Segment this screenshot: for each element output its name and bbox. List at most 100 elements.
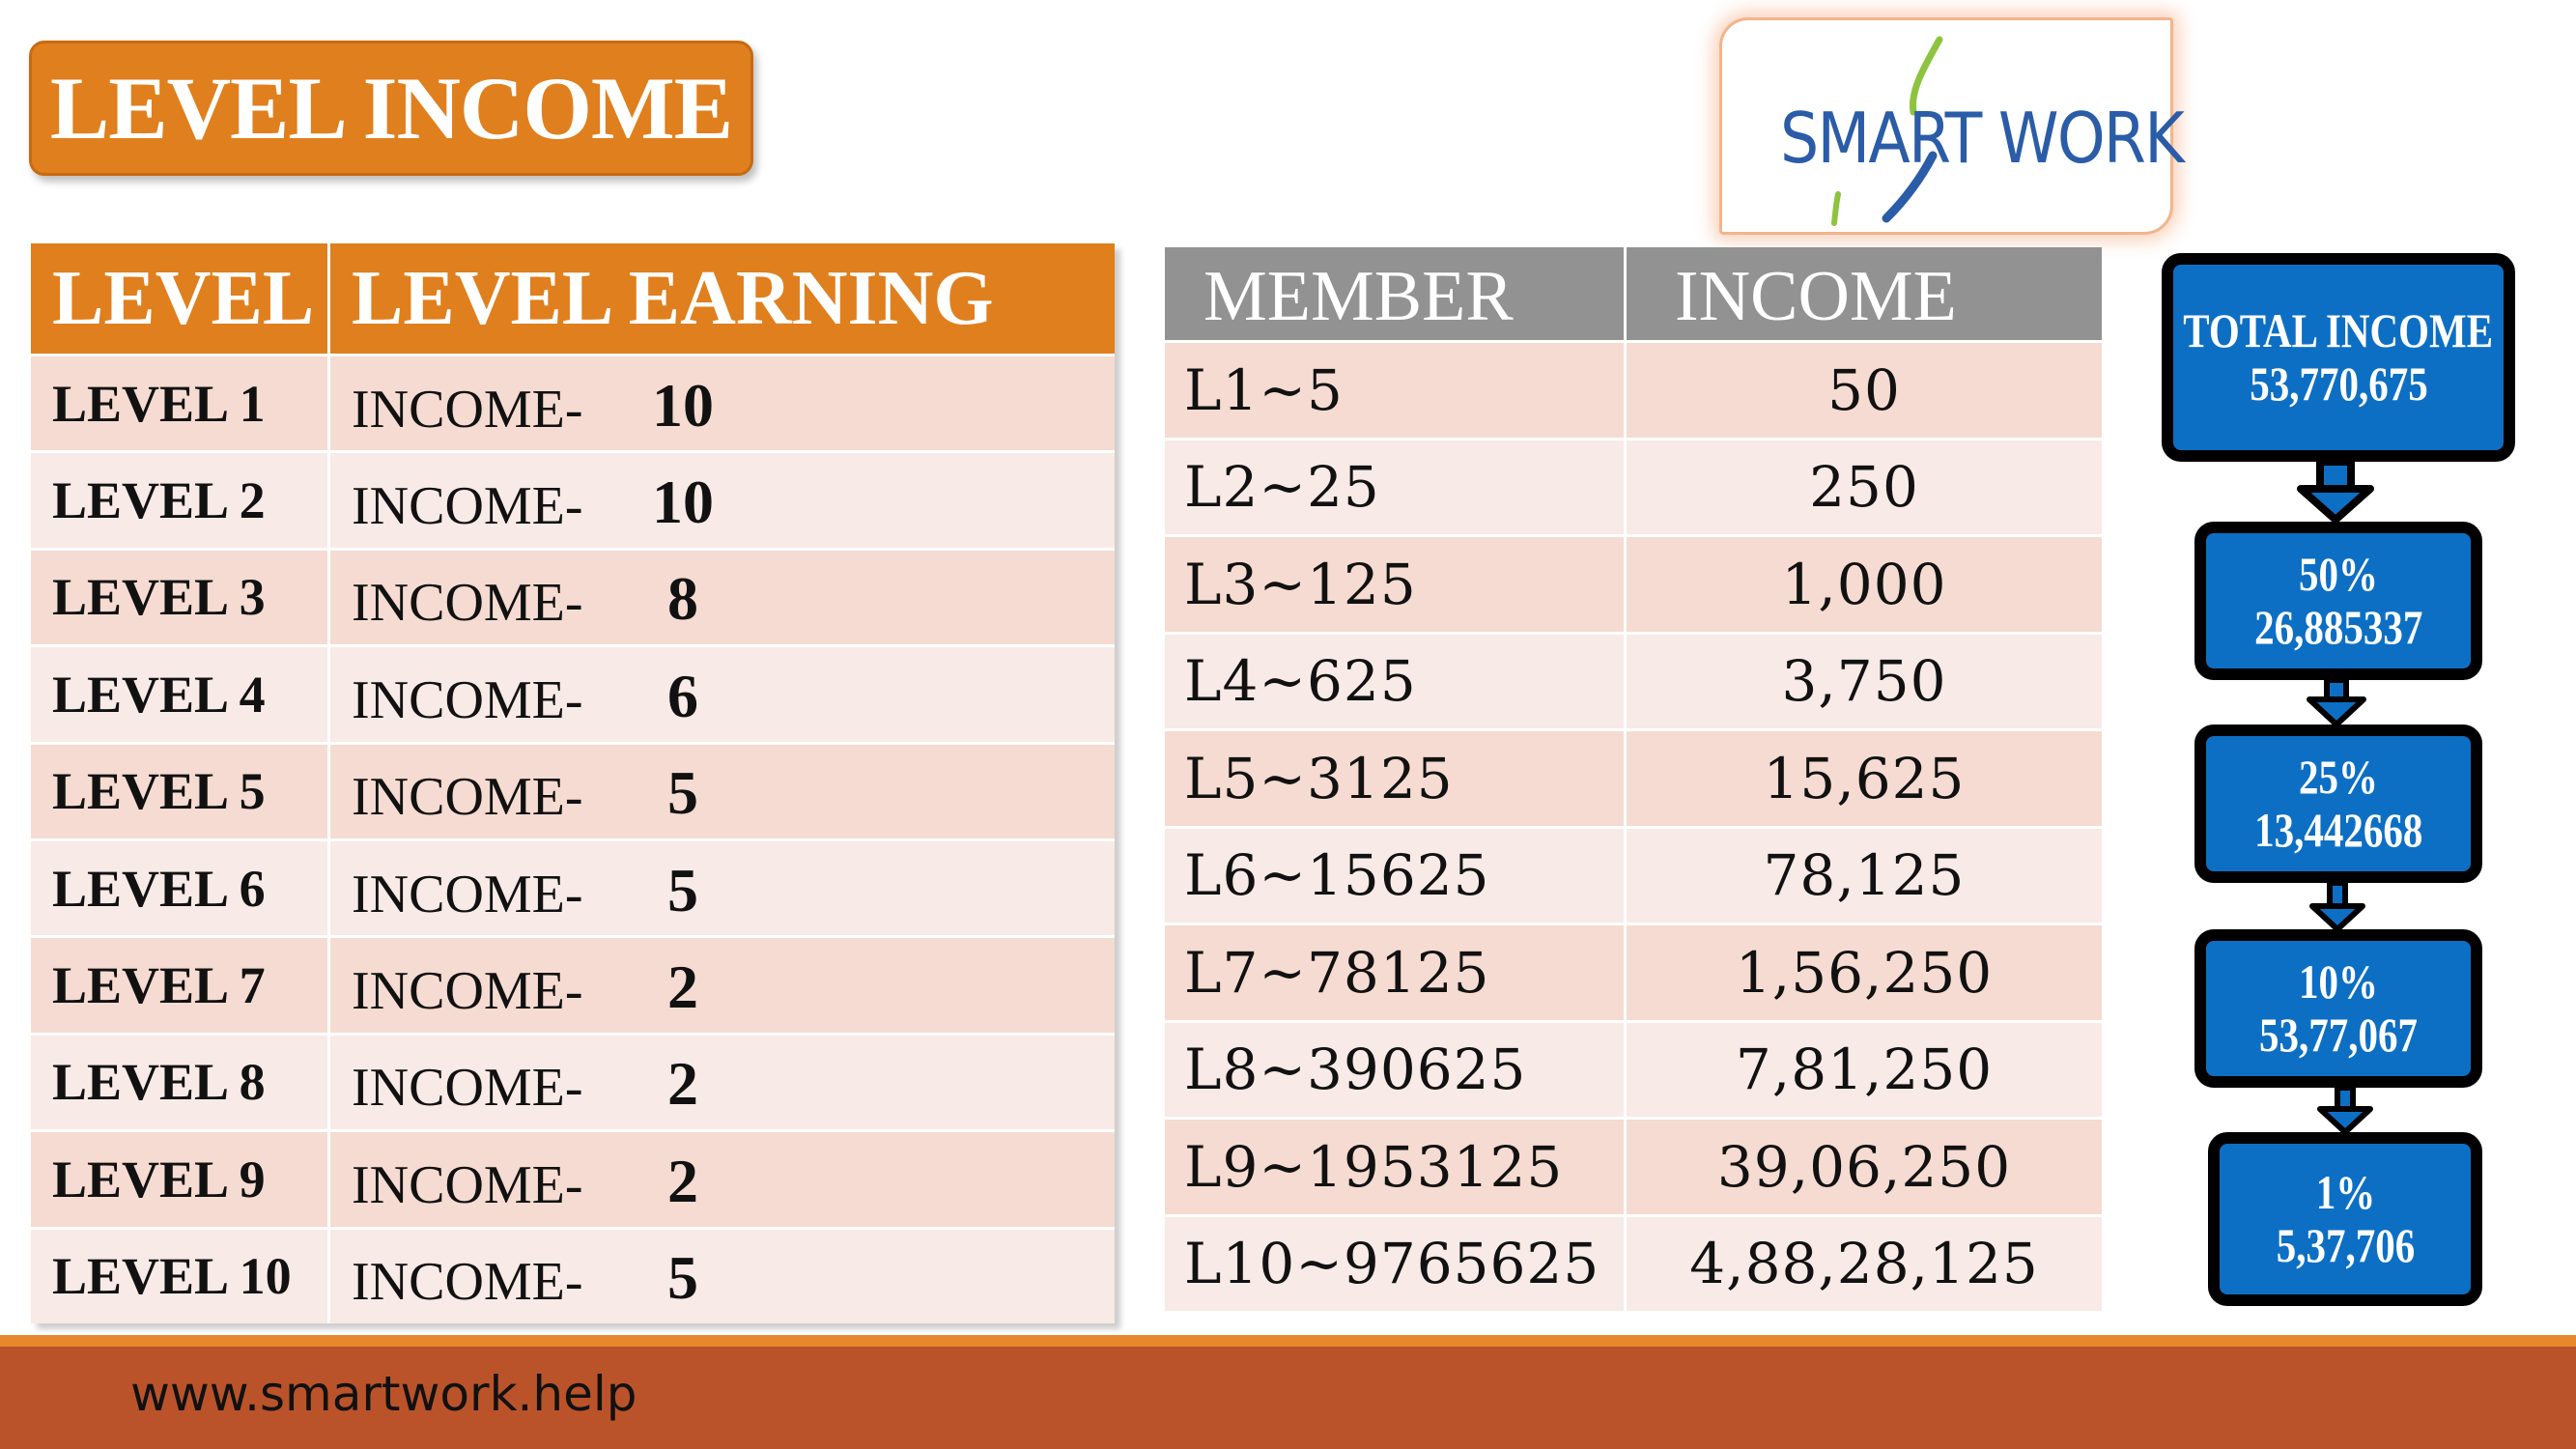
- table-row: L5~3125 15,625: [1165, 728, 2102, 826]
- level-cell: LEVEL 3: [31, 550, 330, 645]
- income-cell: 15,625: [1763, 745, 1966, 811]
- flow-value: 53,77,067: [2259, 1008, 2418, 1062]
- income-cell: 78,125: [1763, 842, 1966, 909]
- member-cell: L7~78125: [1165, 925, 1627, 1020]
- level-cell: LEVEL 6: [31, 840, 330, 936]
- logo-swoosh-icon: [1831, 36, 1943, 226]
- page-title: LEVEL INCOME: [29, 41, 753, 176]
- table-row: LEVEL 6 INCOME- 5: [31, 838, 1115, 936]
- earning-cell: INCOME- 2: [330, 1132, 1115, 1226]
- income-value: 2: [667, 952, 698, 1022]
- income-value: 5: [667, 855, 698, 924]
- income-cell: 7,81,250: [1735, 1037, 1994, 1103]
- earning-cell: INCOME- 5: [330, 1230, 1115, 1323]
- flow-value: 26,885337: [2253, 600, 2423, 654]
- member-cell: L4~625: [1165, 634, 1627, 728]
- flow-value: 5,37,706: [2276, 1218, 2415, 1272]
- table-header: LEVEL LEVEL EARNING: [31, 243, 1115, 354]
- table-header: MEMBER INCOME: [1165, 247, 2102, 340]
- arrow-down-icon: [2297, 462, 2374, 524]
- table-row: LEVEL 9 INCOME- 2: [31, 1129, 1115, 1227]
- member-cell: L6~15625: [1165, 828, 1627, 923]
- income-cell: 1,56,250: [1735, 939, 1994, 1006]
- table-row: LEVEL 1 INCOME- 10: [31, 354, 1115, 451]
- logo: SMART WORK: [1719, 17, 2185, 235]
- income-value: 10: [652, 468, 714, 537]
- level-cell: LEVEL 7: [31, 938, 330, 1033]
- arrow-down-icon: [2307, 680, 2366, 727]
- income-label: INCOME-: [352, 669, 583, 730]
- table-row: LEVEL 4 INCOME- 6: [31, 644, 1115, 742]
- table-row: LEVEL 7 INCOME- 2: [31, 935, 1115, 1033]
- earning-cell: INCOME- 8: [330, 551, 1115, 644]
- total-income-box: TOTAL INCOME 53,770,675: [2162, 253, 2515, 462]
- earning-cell: INCOME- 5: [330, 745, 1115, 838]
- flow-value: 13,442668: [2253, 803, 2423, 857]
- table-row: L8~390625 7,81,250: [1165, 1019, 2102, 1117]
- header-level: LEVEL: [31, 243, 330, 354]
- flow-label: TOTAL INCOME: [2183, 303, 2494, 357]
- earning-cell: INCOME- 10: [330, 356, 1115, 450]
- flow-box-10: 10% 53,77,067: [2194, 929, 2482, 1088]
- earning-cell: INCOME- 5: [330, 841, 1115, 935]
- arrow-down-icon: [2317, 1088, 2373, 1135]
- income-value: 5: [667, 1243, 698, 1313]
- income-label: INCOME-: [352, 1154, 583, 1215]
- income-cell: 3,750: [1781, 648, 1947, 715]
- level-cell: LEVEL 9: [31, 1132, 330, 1227]
- level-cell: LEVEL 2: [31, 453, 330, 548]
- income-value: 6: [667, 661, 698, 730]
- income-value: 10: [652, 370, 714, 440]
- income-cell: 4,88,28,125: [1689, 1231, 2039, 1297]
- flow-label: 25%: [2299, 750, 2378, 804]
- flow-box-50: 50% 26,885337: [2194, 522, 2482, 680]
- earning-cell: INCOME- 6: [330, 647, 1115, 741]
- header-level-earning: LEVEL EARNING: [352, 255, 994, 341]
- income-value: 2: [667, 1049, 698, 1119]
- table-row: L10~9765625 4,88,28,125: [1165, 1213, 2102, 1311]
- level-cell: LEVEL 4: [31, 647, 330, 742]
- table-row: L6~15625 78,125: [1165, 825, 2102, 923]
- income-label: INCOME-: [352, 1058, 583, 1119]
- earning-cell: INCOME- 10: [330, 453, 1115, 547]
- logo-text: SMART WORK: [1780, 98, 2185, 179]
- member-cell: L8~390625: [1165, 1022, 1627, 1117]
- table-row: L4~625 3,750: [1165, 631, 2102, 728]
- member-cell: L3~125: [1165, 537, 1627, 632]
- flow-label: 50%: [2299, 547, 2378, 601]
- flow-box-25: 25% 13,442668: [2194, 724, 2482, 883]
- table-row: L7~78125 1,56,250: [1165, 923, 2102, 1020]
- income-label: INCOME-: [352, 379, 583, 440]
- footer: www.smartwork.help: [0, 1347, 2576, 1449]
- table-row: LEVEL 5 INCOME- 5: [31, 741, 1115, 838]
- table-row: L2~25 250: [1165, 437, 2102, 534]
- level-cell: LEVEL 1: [31, 356, 330, 451]
- earning-cell: INCOME- 2: [330, 938, 1115, 1032]
- income-cell: 250: [1809, 454, 1919, 521]
- earning-cell: INCOME- 2: [330, 1036, 1115, 1129]
- table-row: L3~125 1,000: [1165, 534, 2102, 632]
- income-label: INCOME-: [352, 961, 583, 1022]
- level-cell: LEVEL 5: [31, 744, 330, 838]
- income-label: INCOME-: [352, 476, 583, 537]
- flow-box-1: 1% 5,37,706: [2208, 1132, 2482, 1306]
- member-cell: L1~5: [1165, 343, 1627, 438]
- income-label: INCOME-: [352, 767, 583, 828]
- income-label: INCOME-: [352, 573, 583, 634]
- arrow-down-icon: [2309, 883, 2365, 932]
- flow-label: 10%: [2299, 954, 2378, 1009]
- level-cell: LEVEL 10: [31, 1229, 330, 1323]
- flow-value: 53,770,675: [2249, 356, 2428, 411]
- footer-url: www.smartwork.help: [130, 1366, 637, 1422]
- table-row: L1~5 50: [1165, 340, 2102, 438]
- footer-divider: [0, 1335, 2576, 1347]
- level-earning-table: LEVEL LEVEL EARNING LEVEL 1 INCOME- 10 LEVE…: [31, 243, 1115, 1323]
- income-cell: 50: [1827, 356, 1901, 423]
- table-row: LEVEL 8 INCOME- 2: [31, 1032, 1115, 1130]
- member-cell: L5~3125: [1165, 731, 1627, 826]
- table-row: LEVEL 10 INCOME- 5: [31, 1226, 1115, 1323]
- level-cell: LEVEL 8: [31, 1035, 330, 1130]
- table-row: L9~1953125 39,06,250: [1165, 1117, 2102, 1214]
- member-income-table: MEMBER INCOME L1~5 50 L2~25 250 L3~125 1,000 L…: [1165, 247, 2102, 1311]
- income-cell: 39,06,250: [1716, 1133, 2012, 1200]
